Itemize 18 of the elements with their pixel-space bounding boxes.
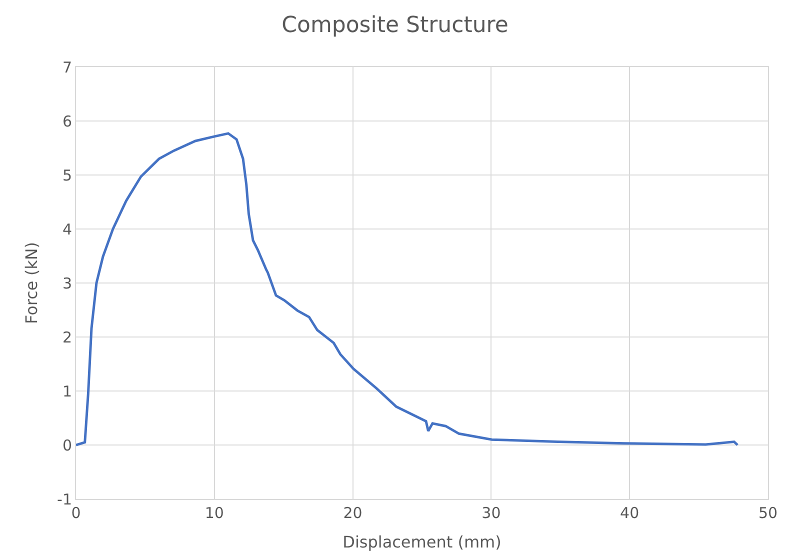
y-tick-label: -1: [57, 490, 72, 508]
x-axis-title: Displacement (mm): [342, 532, 502, 552]
x-tick-label: 10: [204, 504, 224, 522]
x-tick-label: 50: [758, 504, 778, 522]
y-tick-label: 7: [62, 58, 72, 76]
x-tick-label: 30: [482, 504, 501, 522]
x-tick-label: 40: [620, 504, 640, 522]
x-tick-label: 20: [343, 504, 362, 522]
y-tick-label: 0: [62, 436, 72, 454]
chart-title: Composite Structure: [282, 13, 508, 38]
y-tick-label: 4: [62, 220, 72, 238]
y-tick-label: 5: [62, 166, 72, 184]
y-tick-label: 3: [62, 274, 72, 292]
y-tick-label: 1: [62, 382, 72, 400]
y-axis-title: Force (kN): [22, 242, 41, 324]
y-tick-label: 2: [62, 328, 72, 346]
line-series: [76, 132, 739, 446]
y-tick-label: 6: [62, 112, 72, 130]
